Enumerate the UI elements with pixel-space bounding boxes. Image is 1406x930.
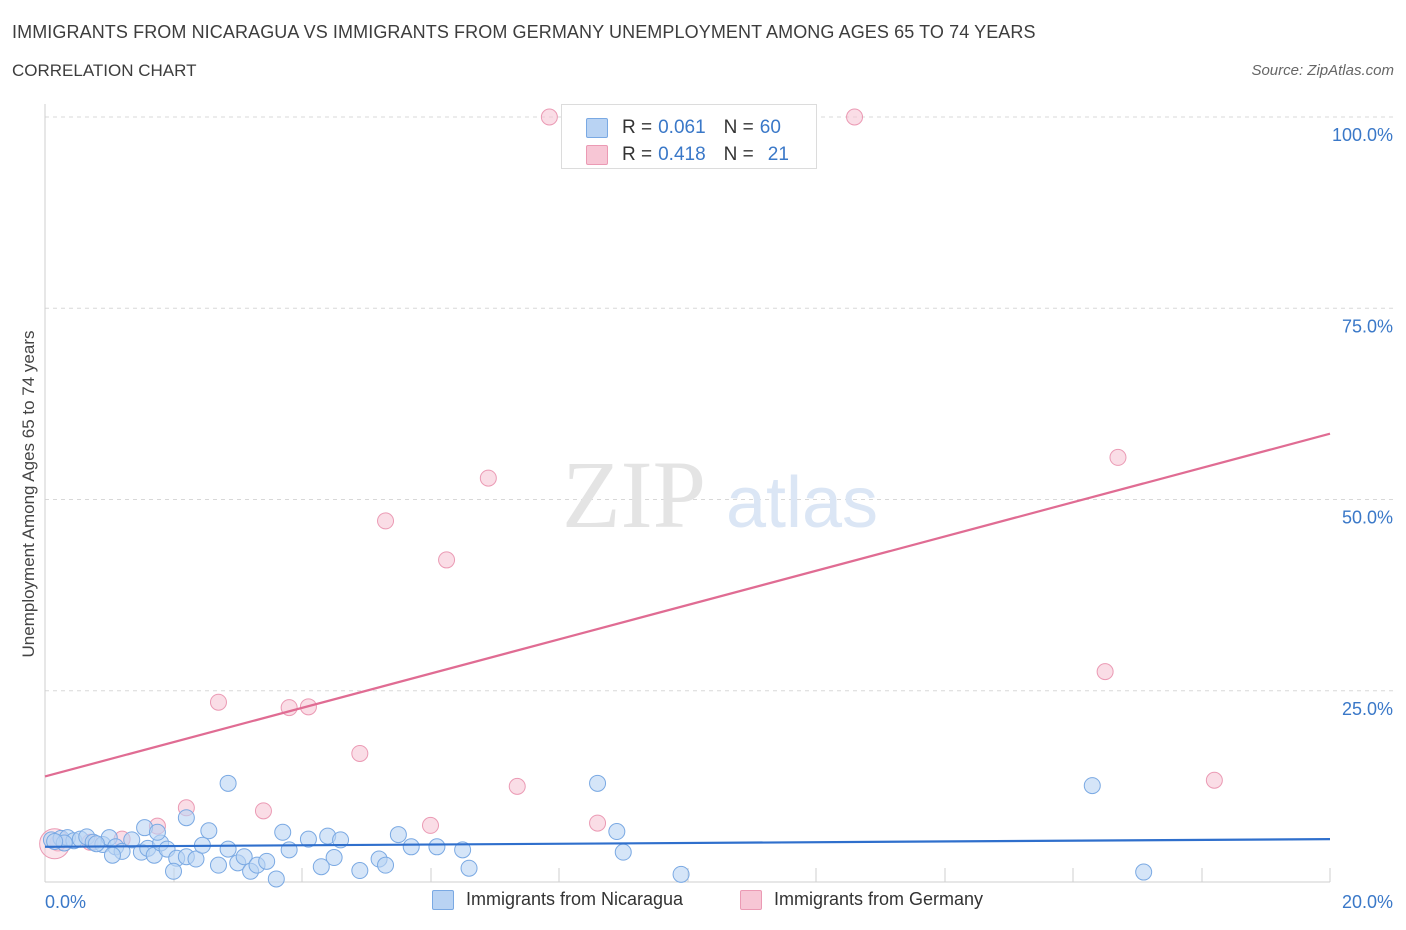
data-point-nicaragua: [325, 849, 343, 867]
trend-lines: [44, 432, 1331, 848]
data-point-nicaragua: [332, 831, 350, 849]
trend-line-germany: [44, 432, 1331, 778]
legend-label-germany: Immigrants from Germany: [774, 889, 984, 909]
data-point-nicaragua: [209, 856, 227, 874]
x-tick-label-min: 0.0%: [45, 892, 86, 912]
legend-row-germany: R = 0.418 N = 21: [562, 141, 789, 169]
data-point-germany: [1109, 448, 1127, 466]
data-point-nicaragua: [389, 826, 407, 844]
legend-r-label: R =: [622, 144, 653, 165]
data-point-germany: [351, 744, 369, 762]
data-point-nicaragua: [460, 859, 478, 877]
legend-r-value: 0.418: [658, 144, 706, 165]
legend-item-nicaragua[interactable]: Immigrants from Nicaragua: [432, 889, 683, 910]
y-tick-label: 50.0%: [1342, 508, 1393, 528]
data-point-nicaragua: [351, 862, 369, 880]
legend-swatch-nicaragua: [432, 889, 454, 910]
legend-r-label: R =: [622, 117, 653, 138]
series-nicaragua-points: [42, 774, 1153, 888]
data-point-nicaragua: [1083, 777, 1101, 795]
data-point-nicaragua: [614, 843, 632, 861]
legend-swatch-germany: [586, 145, 608, 165]
data-point-nicaragua: [148, 823, 166, 841]
y-tick-label: 100.0%: [1332, 125, 1393, 145]
data-point-nicaragua: [187, 850, 205, 868]
data-point-nicaragua: [402, 838, 420, 856]
data-point-germany: [1205, 771, 1223, 789]
x-tick-label-max: 20.0%: [1342, 892, 1393, 912]
data-point-germany: [254, 802, 272, 820]
watermark: ZIP atlas: [562, 441, 878, 548]
legend-swatch-germany: [740, 889, 762, 910]
data-point-nicaragua: [312, 858, 330, 876]
correlation-legend: R = 0.061 N = 60 R = 0.418 N = 21: [561, 104, 817, 169]
data-point-nicaragua: [274, 823, 292, 841]
data-point-germany: [540, 108, 558, 126]
grid-lines: [45, 116, 1395, 692]
series-legend: Immigrants from Nicaragua Immigrants fro…: [0, 889, 1406, 915]
data-point-nicaragua: [672, 865, 690, 883]
legend-n-label: N =: [723, 117, 754, 138]
data-point-nicaragua: [454, 841, 472, 859]
data-point-germany: [479, 469, 497, 487]
data-point-nicaragua: [219, 774, 237, 792]
data-point-nicaragua: [46, 832, 64, 850]
y-tick-label: 75.0%: [1342, 316, 1393, 336]
data-point-nicaragua: [235, 848, 253, 866]
data-point-germany: [508, 777, 526, 795]
data-point-nicaragua: [87, 835, 105, 853]
legend-n-value: 60: [759, 117, 781, 138]
data-point-nicaragua: [200, 822, 218, 840]
legend-n-label: N =: [723, 144, 754, 165]
data-point-nicaragua: [123, 831, 141, 849]
chart-title: IMMIGRANTS FROM NICARAGUA VS IMMIGRANTS …: [12, 22, 1036, 42]
watermark-atlas: atlas: [726, 463, 878, 543]
trend-line-nicaragua: [44, 838, 1331, 848]
data-point-nicaragua: [165, 862, 182, 880]
y-axis-label: Unemployment Among Ages 65 to 74 years: [19, 331, 38, 658]
data-point-nicaragua: [608, 823, 626, 841]
data-point-germany: [438, 551, 456, 569]
data-point-nicaragua: [219, 840, 237, 858]
data-point-nicaragua: [1135, 863, 1153, 881]
data-point-nicaragua: [428, 838, 446, 856]
y-tick-label: 25.0%: [1342, 699, 1393, 719]
legend-item-germany[interactable]: Immigrants from Germany: [740, 889, 983, 910]
data-point-nicaragua: [267, 870, 285, 888]
data-point-germany: [589, 814, 607, 832]
data-point-germany: [1096, 663, 1114, 681]
chart-subtitle: CORRELATION CHART: [12, 61, 197, 80]
data-point-nicaragua: [177, 809, 195, 827]
data-point-germany: [846, 108, 864, 126]
data-point-germany: [422, 816, 439, 834]
data-point-nicaragua: [589, 774, 607, 792]
legend-label-nicaragua: Immigrants from Nicaragua: [466, 889, 684, 909]
legend-swatch-nicaragua: [586, 118, 608, 138]
legend-row-nicaragua: R = 0.061 N = 60: [562, 114, 781, 142]
watermark-zip: ZIP: [562, 441, 706, 548]
legend-r-value: 0.061: [658, 117, 706, 138]
data-point-germany: [209, 693, 227, 711]
data-point-germany: [377, 512, 395, 530]
source-label: Source: ZipAtlas.com: [1251, 62, 1394, 79]
tick-labels: 25.0% 50.0% 75.0% 100.0% 0.0% 20.0%: [45, 125, 1393, 912]
legend-n-value: 21: [767, 144, 789, 165]
data-point-nicaragua: [377, 856, 395, 874]
data-point-nicaragua: [258, 852, 276, 870]
data-point-nicaragua: [103, 846, 121, 864]
data-point-nicaragua: [299, 830, 317, 848]
